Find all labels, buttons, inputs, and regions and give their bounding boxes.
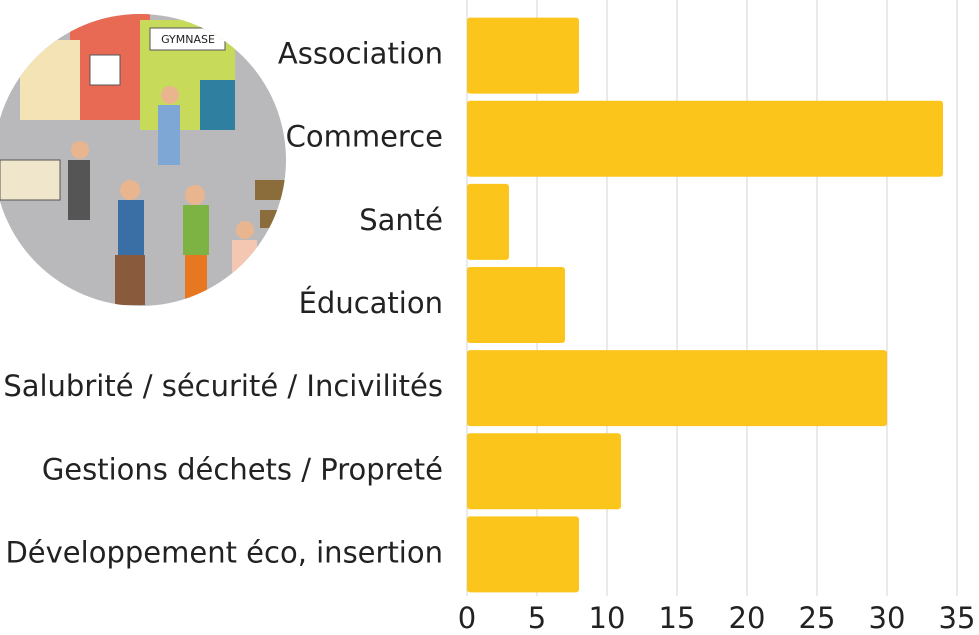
bar bbox=[467, 433, 621, 510]
y-tick-label: Gestions déchets / Propreté bbox=[42, 452, 443, 486]
y-tick-label: Santé bbox=[359, 203, 443, 237]
y-tick-label: Salubrité / sécurité / Incivilités bbox=[3, 369, 443, 403]
y-tick-label: Éducation bbox=[299, 286, 443, 320]
illustration: GYMNASE bbox=[0, 14, 286, 306]
bar bbox=[467, 516, 579, 593]
y-tick-label: Association bbox=[278, 37, 443, 71]
x-tick-label: 35 bbox=[939, 601, 976, 635]
bar bbox=[467, 267, 565, 343]
y-tick-label: Commerce bbox=[286, 120, 443, 154]
x-tick-label: 0 bbox=[458, 601, 476, 635]
x-tick-label: 15 bbox=[659, 601, 696, 635]
x-tick-label: 20 bbox=[729, 601, 766, 635]
bar bbox=[467, 17, 579, 94]
x-tick-label: 25 bbox=[799, 601, 836, 635]
x-tick-label: 30 bbox=[869, 601, 906, 635]
y-tick-label: Développement éco, insertion bbox=[5, 535, 443, 569]
x-tick-label: 5 bbox=[528, 601, 546, 635]
bar bbox=[467, 100, 943, 177]
bar bbox=[467, 183, 509, 260]
svg-text:GYMNASE: GYMNASE bbox=[161, 33, 215, 46]
bar bbox=[467, 350, 887, 427]
x-tick-label: 10 bbox=[589, 601, 626, 635]
